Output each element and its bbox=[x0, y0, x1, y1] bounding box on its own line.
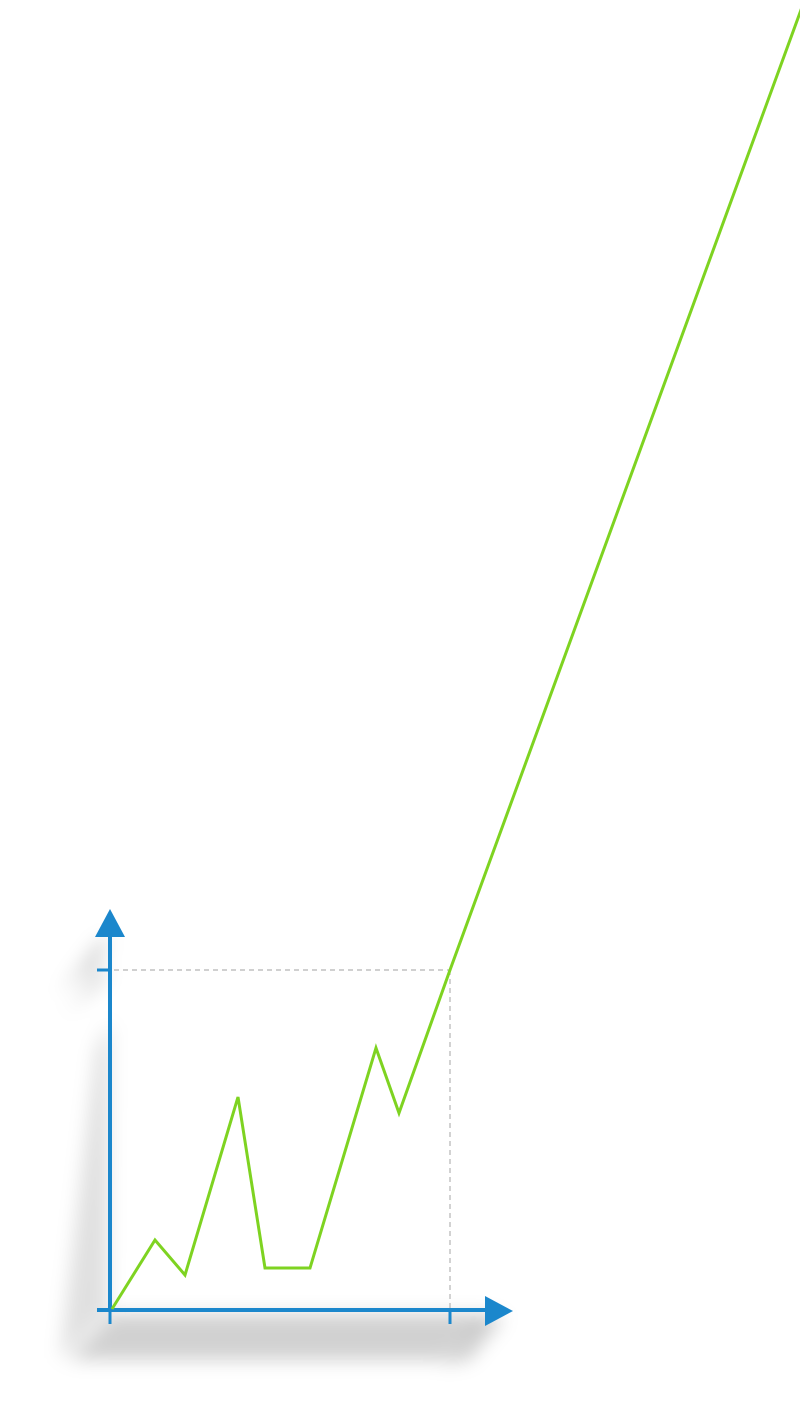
shadow-axis-x bbox=[70, 1314, 490, 1360]
axes bbox=[95, 909, 513, 1326]
growth-line bbox=[110, 8, 800, 1310]
y-axis-arrow bbox=[95, 909, 125, 937]
guides bbox=[114, 969, 451, 1308]
shadow-arrow-y bbox=[50, 935, 110, 1000]
x-axis-arrow bbox=[485, 1296, 513, 1326]
shadow-axis-y bbox=[60, 1020, 110, 1360]
shadow-arrow-x bbox=[440, 1316, 505, 1365]
shadows bbox=[50, 935, 505, 1365]
shadow-tick-y bbox=[60, 970, 110, 1020]
